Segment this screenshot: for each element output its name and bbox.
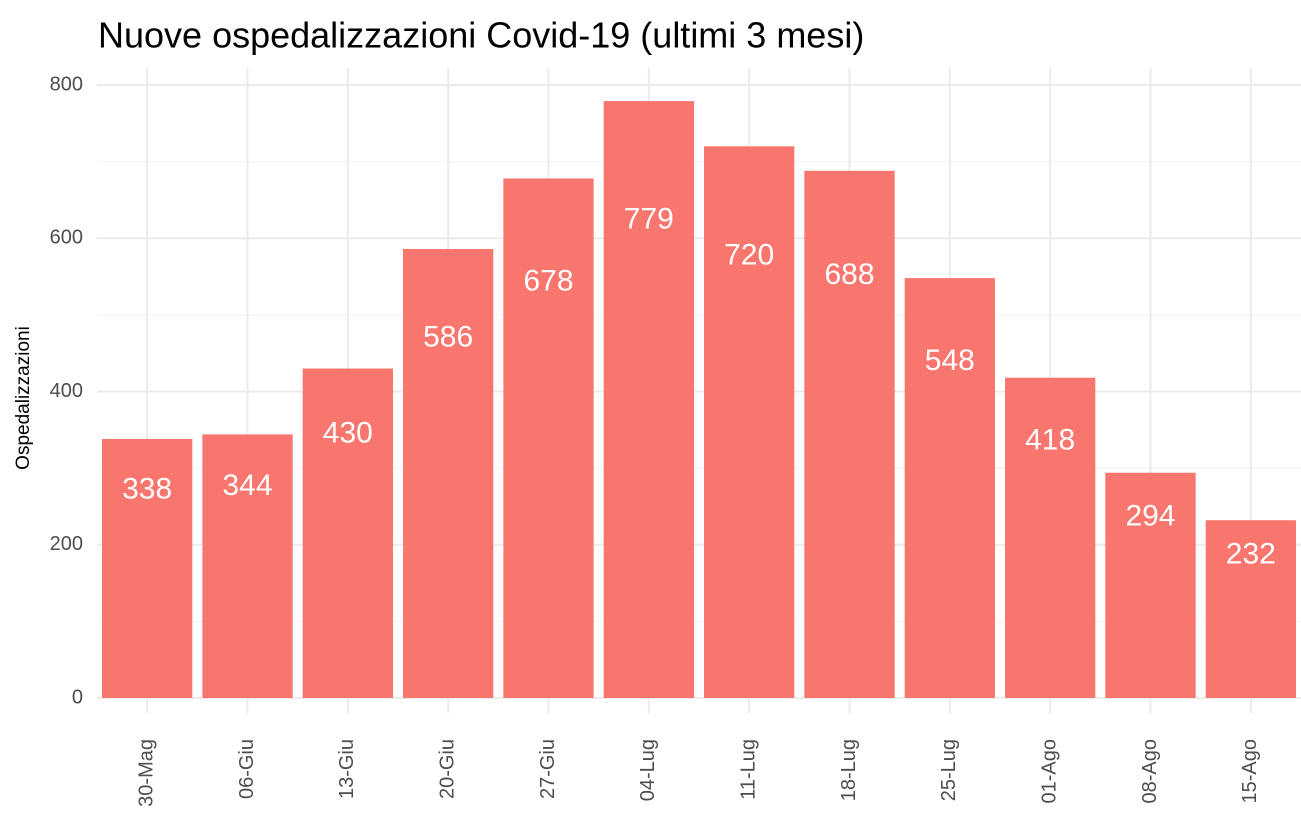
bar bbox=[102, 439, 193, 698]
y-tick-label: 600 bbox=[50, 227, 83, 249]
x-tick-label: 15-Ago bbox=[1239, 739, 1261, 804]
x-tick-label: 01-Ago bbox=[1038, 739, 1060, 804]
bar bbox=[1005, 377, 1096, 698]
y-tick-label: 400 bbox=[50, 380, 83, 402]
x-tick-label: 30-Mag bbox=[135, 739, 157, 807]
chart-title: Nuove ospedalizzazioni Covid-19 (ultimi … bbox=[98, 15, 864, 56]
x-tick-label: 13-Giu bbox=[336, 739, 358, 799]
value-label: 688 bbox=[824, 258, 874, 291]
value-label: 779 bbox=[624, 202, 674, 235]
y-tick-label: 0 bbox=[72, 686, 83, 708]
value-label: 418 bbox=[1025, 424, 1075, 457]
bar bbox=[302, 368, 393, 698]
x-tick-label: 20-Giu bbox=[436, 739, 458, 799]
x-tick-label: 08-Ago bbox=[1139, 739, 1161, 804]
bar bbox=[904, 278, 995, 698]
y-tick-label: 200 bbox=[50, 533, 83, 555]
value-label: 678 bbox=[523, 264, 573, 297]
bar bbox=[804, 170, 895, 698]
value-label: 338 bbox=[122, 473, 172, 506]
x-tick-label: 11-Lug bbox=[737, 739, 759, 800]
value-label: 294 bbox=[1125, 500, 1175, 533]
value-label: 232 bbox=[1226, 538, 1276, 571]
y-axis-label: Ospedalizzazioni bbox=[13, 326, 34, 470]
x-tick-label: 04-Lug bbox=[637, 739, 659, 801]
bar bbox=[603, 101, 694, 698]
bar bbox=[202, 434, 293, 698]
value-label: 586 bbox=[423, 321, 473, 354]
x-tick-label: 18-Lug bbox=[838, 739, 860, 801]
bar bbox=[503, 178, 594, 699]
bar bbox=[704, 146, 795, 699]
value-label: 720 bbox=[724, 239, 774, 272]
bar bbox=[1105, 472, 1196, 698]
x-tick-label: 27-Giu bbox=[537, 739, 559, 799]
bar bbox=[403, 248, 494, 699]
x-tick-label: 25-Lug bbox=[938, 739, 960, 801]
value-label: 344 bbox=[222, 469, 272, 502]
bar bbox=[1205, 520, 1296, 698]
value-label: 430 bbox=[323, 416, 373, 449]
x-tick-label: 06-Giu bbox=[236, 739, 258, 799]
y-tick-label: 800 bbox=[50, 73, 83, 95]
value-label: 548 bbox=[925, 344, 975, 377]
